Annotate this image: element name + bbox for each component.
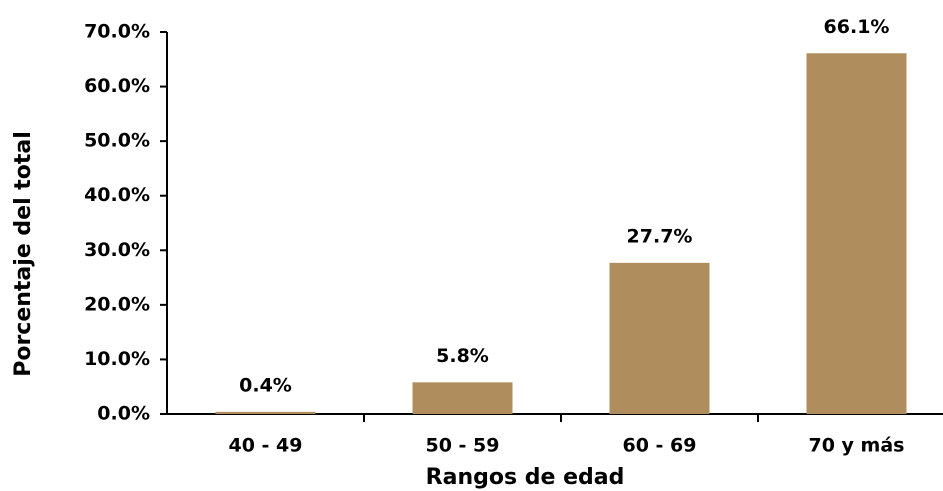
bar	[609, 262, 710, 414]
y-tick-label: 30.0%	[84, 239, 150, 261]
data-label: 0.4%	[239, 374, 292, 396]
x-tick-label: 40 - 49	[229, 435, 303, 457]
y-tick-label: 20.0%	[84, 293, 150, 315]
x-tick-label: 50 - 59	[426, 435, 500, 457]
y-axis-label: Porcentaje del total	[11, 131, 36, 377]
x-tick-label: 60 - 69	[623, 435, 697, 457]
bar	[215, 411, 316, 414]
data-label: 66.1%	[824, 16, 890, 38]
data-label: 5.8%	[436, 345, 489, 367]
x-tick-label: 70 y más	[809, 435, 905, 457]
y-tick-label: 10.0%	[84, 348, 150, 370]
y-tick-label: 50.0%	[84, 130, 150, 152]
x-axis-label: Rangos de edad	[426, 465, 625, 490]
bar	[806, 53, 907, 414]
bar	[412, 382, 513, 414]
y-tick-label: 70.0%	[84, 21, 150, 43]
data-label: 27.7%	[627, 225, 693, 247]
y-tick-label: 40.0%	[84, 184, 150, 206]
y-tick-label: 0.0%	[97, 403, 150, 425]
y-tick-label: 60.0%	[84, 75, 150, 97]
